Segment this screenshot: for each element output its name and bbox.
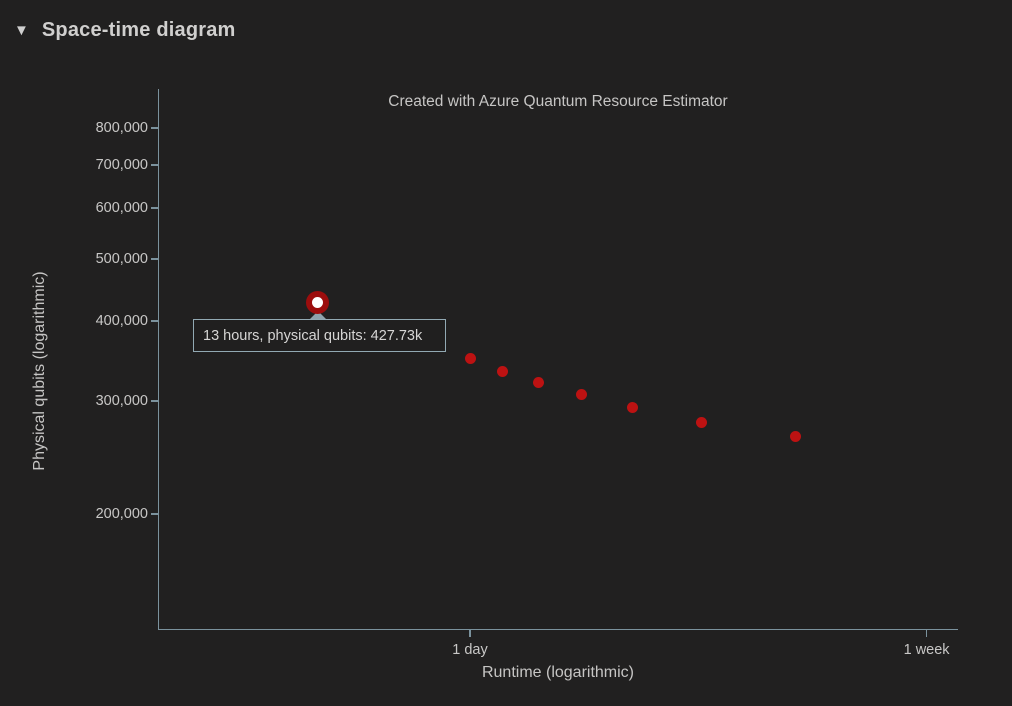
y-tick-mark	[151, 207, 158, 209]
y-tick-label: 200,000	[95, 505, 148, 522]
x-tick-label: 1 day	[452, 642, 488, 658]
data-point[interactable]	[695, 416, 707, 428]
x-tick-label: 1 week	[903, 642, 950, 658]
x-tick-mark	[925, 630, 928, 637]
x-tick-mark	[469, 630, 471, 637]
data-point[interactable]	[533, 376, 545, 388]
collapse-triangle-icon[interactable]: ▼	[14, 21, 29, 39]
y-tick-label: 600,000	[95, 200, 148, 217]
y-tick-mark	[151, 127, 158, 129]
y-tick-label: 300,000	[95, 393, 148, 410]
tooltip: 13 hours, physical qubits: 427.73k	[193, 319, 446, 352]
y-tick-mark	[151, 164, 158, 166]
y-tick-label: 400,000	[95, 312, 148, 329]
y-tick-mark	[151, 258, 158, 260]
tooltip-caret-icon	[309, 311, 326, 320]
data-point[interactable]	[789, 431, 801, 443]
axes	[158, 89, 958, 630]
y-tick-mark	[151, 513, 158, 515]
y-tick-label: 700,000	[95, 157, 148, 174]
y-tick-mark	[151, 400, 158, 402]
section-header[interactable]: ▼ Space-time diagram	[14, 16, 236, 44]
chart-title: Created with Azure Quantum Resource Esti…	[388, 93, 728, 110]
data-point[interactable]	[497, 365, 509, 377]
data-point[interactable]	[576, 389, 588, 401]
x-axis-title: Runtime (logarithmic)	[481, 664, 635, 681]
y-axis-title: Physical qubits (logarithmic)	[31, 271, 48, 471]
y-tick-label: 800,000	[95, 120, 148, 136]
tooltip-text: 13 hours, physical qubits: 427.73k	[203, 327, 423, 344]
y-tick-label: 500,000	[95, 250, 148, 267]
section-title: Space-time diagram	[41, 18, 236, 41]
highlighted-data-point[interactable]	[306, 290, 330, 314]
data-point[interactable]	[627, 402, 639, 414]
data-point[interactable]	[464, 352, 476, 364]
y-tick-mark	[151, 320, 158, 322]
